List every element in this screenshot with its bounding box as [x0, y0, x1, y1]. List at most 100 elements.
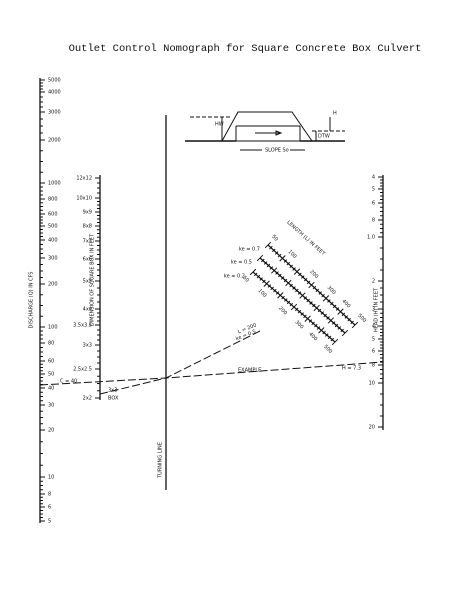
minor-tick [283, 259, 288, 263]
tick-label: 400 [48, 238, 58, 244]
minor-tick [350, 320, 354, 325]
tick-label: 200 [48, 282, 58, 288]
length-tick-label: 50 [270, 234, 279, 243]
turning-line-label: TURNING LINE [158, 442, 164, 479]
length-tick-label: 200 [308, 269, 319, 280]
inset-hw: HW [215, 122, 224, 128]
minor-tick [277, 253, 282, 258]
tick-label: 50 [48, 372, 54, 378]
minor-tick [337, 326, 342, 330]
minor-tick [303, 314, 307, 319]
minor-tick [332, 304, 337, 309]
ke-label: ke = 0.2 [224, 274, 245, 280]
minor-tick [269, 266, 274, 270]
minor-tick [294, 307, 299, 312]
minor-tick [318, 327, 325, 334]
length-tick-label: 200 [277, 305, 288, 316]
tick-label: 12x12 [76, 176, 92, 182]
minor-tick [289, 264, 293, 269]
minor-tick [263, 261, 268, 265]
tick-label: 600 [48, 212, 58, 218]
minor-tick [344, 315, 349, 319]
tick-label: 5 [372, 187, 375, 193]
tick-label: 20 [369, 425, 375, 431]
box-label: DIMENSION OF SQUARE BOX IN FEET [90, 233, 96, 326]
tick-label: 8 [372, 218, 375, 224]
length-tick-label: 300 [326, 285, 337, 296]
inset-dtw: DTW [318, 134, 330, 140]
minor-tick [256, 274, 261, 279]
tick-label: 2 [372, 279, 375, 285]
minor-tick [289, 283, 293, 288]
example-box-label: BOX [108, 396, 119, 402]
tick-label: 8 [48, 492, 51, 498]
tick-label: 4 [372, 175, 375, 181]
example-line [99, 329, 263, 395]
tick-label: 10x10 [76, 196, 92, 202]
minor-tick [271, 267, 278, 274]
minor-tick [327, 335, 332, 340]
minor-tick [299, 292, 306, 299]
tick-label: 40 [48, 386, 54, 392]
minor-tick [292, 267, 296, 271]
minor-tick [311, 321, 315, 326]
tick-label: 3000 [48, 110, 61, 116]
length-tick-label: 50 [241, 275, 250, 284]
minor-tick [295, 288, 299, 293]
minor-tick [341, 312, 346, 317]
minor-tick [262, 279, 266, 284]
minor-tick [259, 277, 263, 281]
minor-tick [263, 280, 270, 287]
minor-tick [309, 301, 313, 305]
tick-label: 3x3 [83, 343, 92, 349]
minor-tick [321, 293, 325, 298]
example-discharge: C = 40 [60, 379, 77, 385]
tick-label: 500 [48, 224, 58, 230]
minor-tick [308, 281, 315, 289]
tick-label: 5 [372, 337, 375, 343]
tick-label: 4x4 [83, 307, 92, 313]
tick-label: 10 [369, 381, 375, 387]
minor-tick [300, 312, 304, 316]
minor-tick [273, 288, 277, 293]
minor-tick [279, 255, 286, 262]
minor-tick [256, 254, 264, 262]
tick-label: 7x7 [83, 239, 92, 245]
tick-label: 5 [48, 519, 51, 525]
inset-slope: SLOPE So [265, 148, 289, 154]
minor-tick [290, 303, 298, 311]
minor-tick [270, 286, 274, 291]
tick-label: 3.5x3.5 [73, 323, 92, 329]
tick-label: 3 [372, 307, 375, 313]
tick-label: 4 [372, 324, 375, 330]
tick-label: 9x9 [83, 210, 92, 216]
tick-label: 80 [48, 341, 54, 347]
minor-tick [267, 284, 272, 288]
tick-label: 6 [372, 349, 375, 355]
minor-tick [330, 301, 334, 306]
minor-tick [303, 296, 308, 300]
tick-label: 1.0 [367, 235, 375, 241]
minor-tick [303, 277, 308, 282]
minor-tick [269, 245, 273, 250]
minor-tick [286, 261, 291, 266]
length-tick-label: 400 [340, 298, 351, 309]
tick-label: 2x2 [83, 396, 92, 402]
tick-label: 10 [48, 475, 54, 481]
tick-label: 100 [48, 325, 58, 331]
minor-tick [312, 303, 316, 308]
minor-tick [318, 291, 322, 295]
minor-tick [253, 272, 258, 277]
minor-tick [337, 308, 344, 315]
tick-label: 5000 [48, 78, 61, 84]
tick-label: 6x6 [83, 257, 92, 263]
minor-tick [280, 276, 285, 280]
minor-tick [327, 317, 334, 324]
length-tick-label: 300 [293, 319, 304, 330]
minor-tick [301, 275, 305, 279]
minor-tick [322, 330, 326, 335]
minor-tick [323, 313, 327, 318]
minor-tick [308, 319, 313, 323]
minor-tick [313, 304, 320, 312]
